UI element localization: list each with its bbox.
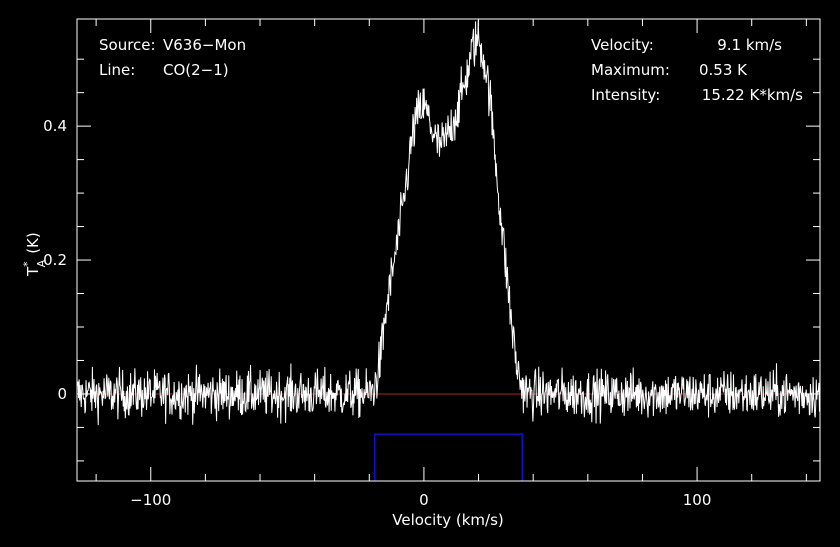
line-value: CO(2−1) xyxy=(163,61,229,79)
intensity-key: Intensity: xyxy=(591,86,660,104)
y-tick-label: 0.2 xyxy=(43,251,67,269)
integration-window xyxy=(373,433,524,481)
line-key: Line: xyxy=(99,61,135,79)
velocity-value: 9.1 km/s xyxy=(717,36,782,54)
y-axis-label: T*A(K) xyxy=(21,232,48,277)
y-tick-label: 0.4 xyxy=(43,117,67,135)
maximum-value: 0.53 K xyxy=(699,61,748,79)
source-key: Source: xyxy=(99,36,156,54)
source-value: V636−Mon xyxy=(163,36,246,54)
x-axis-label: Velocity (km/s) xyxy=(392,511,503,529)
velocity-key: Velocity: xyxy=(591,36,654,54)
maximum-key: Maximum: xyxy=(591,61,670,79)
y-axis-label-main: T*A(K) xyxy=(21,232,48,277)
x-tick-label: 100 xyxy=(683,491,712,509)
spectrum-line xyxy=(76,20,821,426)
intensity-value: 15.22 K*km/s xyxy=(702,86,803,104)
x-tick-label: 0 xyxy=(419,491,429,509)
y-tick-label: 0 xyxy=(57,385,67,403)
x-tick-label: −100 xyxy=(130,491,171,509)
plot-frame xyxy=(76,18,821,482)
